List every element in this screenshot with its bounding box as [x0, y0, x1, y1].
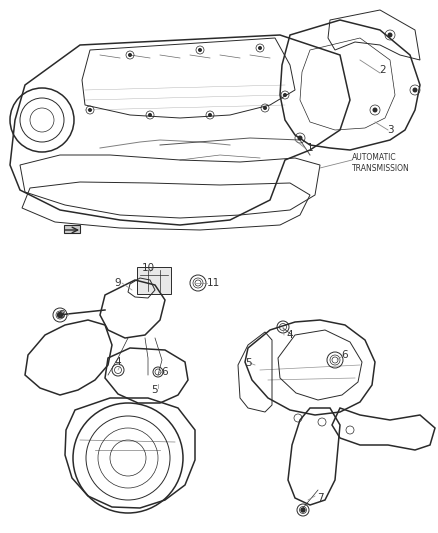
Circle shape — [148, 113, 152, 117]
Circle shape — [88, 108, 92, 112]
Text: 11: 11 — [206, 278, 219, 288]
Circle shape — [283, 93, 287, 97]
Text: 7: 7 — [317, 493, 323, 503]
Text: 3: 3 — [387, 125, 393, 135]
Circle shape — [297, 135, 303, 141]
Text: 8: 8 — [59, 310, 65, 320]
Text: 1: 1 — [307, 143, 313, 153]
Text: 9: 9 — [115, 278, 121, 288]
Text: AUTOMATIC
TRANSMISSION: AUTOMATIC TRANSMISSION — [352, 154, 410, 173]
Text: 5: 5 — [245, 358, 251, 368]
Circle shape — [198, 48, 202, 52]
Circle shape — [128, 53, 132, 57]
FancyBboxPatch shape — [137, 267, 171, 294]
Text: 5: 5 — [152, 385, 158, 395]
Text: 4: 4 — [115, 357, 121, 367]
Circle shape — [372, 108, 378, 112]
Circle shape — [263, 106, 267, 110]
Circle shape — [388, 33, 392, 37]
Text: 6: 6 — [162, 367, 168, 377]
Text: 10: 10 — [141, 263, 155, 273]
Circle shape — [57, 312, 63, 318]
Text: 2: 2 — [380, 65, 386, 75]
Circle shape — [413, 87, 417, 93]
Circle shape — [208, 113, 212, 117]
Text: 4: 4 — [287, 330, 293, 340]
Text: 6: 6 — [342, 350, 348, 360]
Circle shape — [258, 46, 262, 50]
Circle shape — [301, 508, 305, 512]
FancyBboxPatch shape — [64, 225, 80, 233]
